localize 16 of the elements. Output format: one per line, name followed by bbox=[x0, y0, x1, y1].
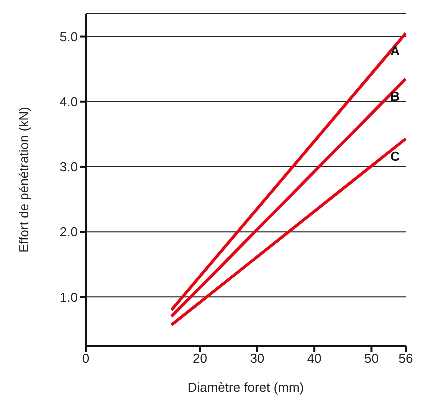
y-tick-label: 4.0 bbox=[60, 94, 78, 110]
x-tick-label: 40 bbox=[307, 351, 322, 366]
series-label: A bbox=[390, 44, 401, 59]
y-tick-label: 2.0 bbox=[60, 224, 78, 240]
x-tick-label: 20 bbox=[193, 351, 208, 366]
x-tick-label: 50 bbox=[364, 351, 379, 366]
y-axis-title: Effort de pénétration (kN) bbox=[16, 107, 32, 253]
y-tick-label: 3.0 bbox=[60, 160, 78, 175]
y-tick-label: 1.0 bbox=[60, 290, 78, 305]
x-tick-label: 30 bbox=[250, 351, 265, 366]
x-tick-label: 0 bbox=[82, 351, 90, 366]
x-axis-title: Diamètre foret (mm) bbox=[188, 380, 304, 395]
y-tick-label: 5.0 bbox=[60, 29, 78, 44]
series-label: C bbox=[390, 148, 401, 164]
series-label: B bbox=[390, 89, 400, 104]
x-tick-label: 56 bbox=[398, 351, 414, 366]
